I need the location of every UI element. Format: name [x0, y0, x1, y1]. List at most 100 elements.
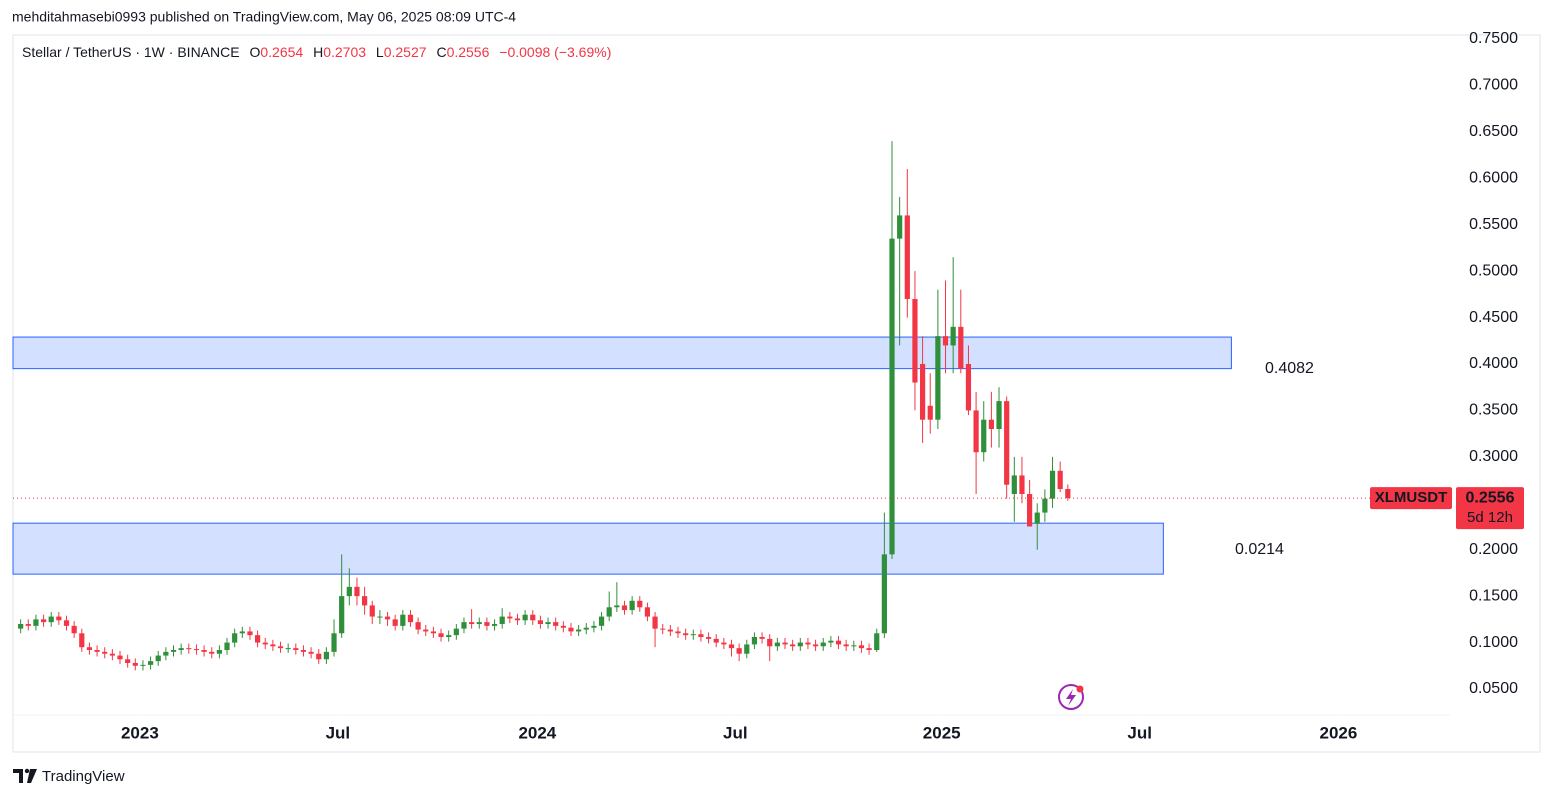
plot: 0.05000.10000.15000.20000.25000.30000.35…: [12, 30, 1524, 742]
candle-body: [323, 651, 329, 660]
bolt-icon: [1058, 684, 1084, 710]
candle-body: [18, 623, 24, 629]
candle-body: [484, 622, 490, 626]
candle-body: [300, 649, 307, 652]
candle-body: [675, 631, 681, 634]
candle-body: [660, 628, 666, 630]
candle-body: [339, 596, 345, 634]
chart-frame: [12, 34, 1541, 753]
candle-body: [942, 336, 949, 346]
y-tick-label: 0.3500: [1469, 402, 1518, 419]
candle-body: [201, 649, 207, 652]
candle-body: [981, 419, 987, 453]
y-tick-label: 0.2000: [1469, 541, 1518, 558]
candle-body: [583, 627, 589, 630]
y-tick-label: 0.5000: [1469, 262, 1518, 279]
candle-body: [1034, 512, 1040, 524]
candle-body: [48, 616, 54, 623]
candle-body: [935, 336, 941, 420]
candle-body: [514, 618, 521, 621]
symbol-title: Stellar / TetherUS · 1W · BINANCE: [22, 44, 240, 60]
candle-body: [576, 629, 582, 632]
candle-body: [94, 649, 100, 652]
candle-body: [812, 644, 819, 647]
candle-body: [415, 622, 421, 630]
candle-body: [614, 605, 620, 608]
candle-body: [446, 635, 452, 637]
candle-body: [163, 651, 169, 656]
candle-body: [621, 605, 628, 611]
candle-body: [629, 600, 635, 611]
candle-body: [591, 625, 597, 628]
candle-body: [553, 622, 559, 626]
candle-body: [759, 636, 765, 639]
c-value: 0.2556: [447, 44, 490, 60]
candle-body: [805, 642, 811, 645]
candle-body: [1027, 493, 1033, 527]
candle-body: [797, 642, 803, 647]
candle-body: [316, 653, 322, 660]
candle-body: [774, 642, 780, 647]
candle-body: [354, 586, 360, 597]
candle-body: [186, 648, 192, 650]
y-tick-label: 0.7500: [1469, 30, 1518, 47]
candle-body: [889, 238, 895, 555]
candle-body: [1065, 488, 1071, 499]
candle-body: [866, 648, 872, 650]
candle-body: [461, 622, 467, 629]
zone: [12, 522, 1164, 575]
candle-body: [568, 627, 574, 632]
candle-body: [790, 644, 796, 647]
legend: Stellar / TetherUS · 1W · BINANCE O0.265…: [22, 44, 611, 60]
candle-body: [132, 662, 138, 666]
candle-body: [973, 410, 979, 453]
candle-body: [1057, 470, 1063, 489]
candle-body: [744, 644, 750, 654]
candle-body: [216, 649, 222, 654]
candle-body: [392, 619, 398, 626]
candle-body: [346, 586, 352, 597]
candle-body: [102, 651, 108, 654]
candle-body: [270, 644, 276, 647]
candle-body: [598, 616, 605, 626]
candle-body: [606, 607, 612, 617]
candle-body: [155, 655, 161, 662]
candle-body: [117, 655, 123, 660]
watermark: TradingView: [42, 768, 125, 785]
candle-body: [293, 648, 299, 650]
c-label: C: [436, 44, 446, 60]
candle-body: [698, 634, 704, 637]
candle-body: [193, 649, 200, 651]
candle-body: [33, 619, 39, 626]
candle-body: [721, 642, 727, 645]
candle-body: [407, 614, 414, 623]
h-value: 0.2703: [323, 44, 366, 60]
x-tick-label: 2026: [1319, 723, 1357, 742]
candle-body: [988, 419, 994, 429]
candle-body: [644, 607, 651, 617]
candle-body: [25, 623, 31, 626]
y-tick-label: 0.6500: [1469, 123, 1518, 140]
candle-body: [652, 616, 658, 629]
candle-body: [369, 605, 375, 617]
h-label: H: [313, 44, 323, 60]
x-tick-label: 2024: [518, 723, 556, 742]
candle-body: [247, 631, 253, 636]
candle-body: [958, 326, 964, 369]
candle-body: [56, 616, 62, 621]
o-value: 0.2654: [260, 44, 303, 60]
candle-body: [751, 636, 758, 645]
change: −0.0098 (−3.69%): [499, 44, 611, 60]
candle-body: [430, 631, 436, 634]
candle-body: [667, 629, 673, 632]
candle-body: [400, 614, 406, 626]
candle-body: [904, 215, 910, 299]
y-tick-label: 0.0500: [1469, 680, 1518, 697]
l-value: 0.2527: [384, 44, 427, 60]
candle-body: [384, 616, 391, 620]
candle-body: [690, 634, 696, 636]
candle-body: [858, 645, 865, 649]
candle-body: [79, 633, 85, 648]
candle-body: [835, 640, 842, 645]
candle-body: [828, 640, 834, 643]
